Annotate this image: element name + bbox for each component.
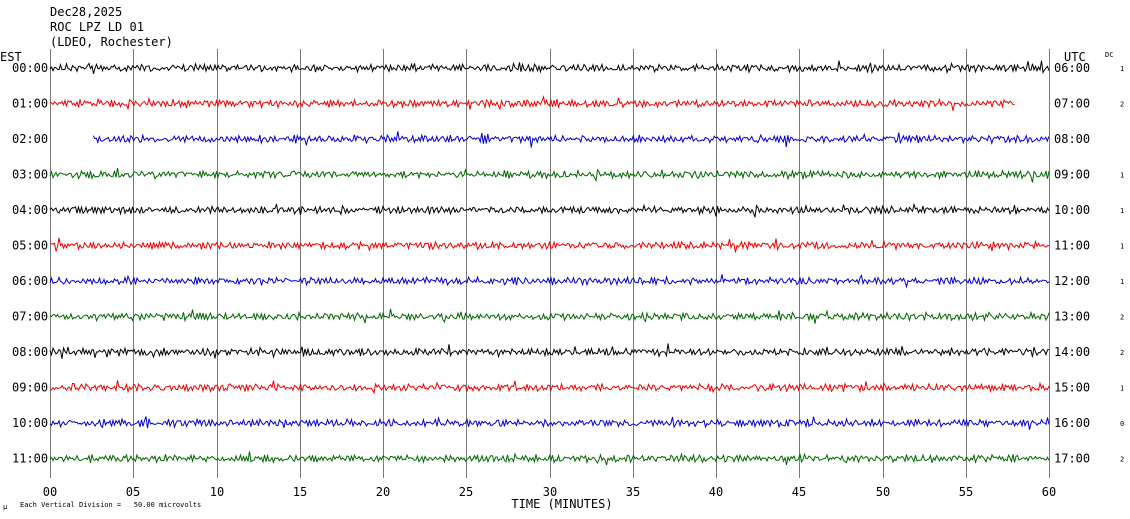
row-dc-value: 1	[1120, 207, 1124, 215]
row-dc-value: 1	[1120, 172, 1124, 180]
x-tick-label: 60	[1042, 485, 1056, 499]
row-label-local: 00:00	[12, 61, 48, 75]
row-label-utc: 09:00	[1054, 168, 1090, 182]
right-timezone-label: UTC	[1064, 50, 1086, 64]
row-label-local: 02:00	[12, 132, 48, 146]
x-tick-label: 20	[376, 485, 390, 499]
scale-note: Each Vertical Division = 50.00 microvolt…	[20, 501, 201, 509]
row-dc-value: 1	[1120, 278, 1124, 286]
trace-0800	[49, 343, 1050, 360]
row-label-local: 04:00	[12, 203, 48, 217]
row-label-local: 08:00	[12, 345, 48, 359]
row-label-utc: 14:00	[1054, 345, 1090, 359]
x-tick-label: 45	[792, 485, 806, 499]
x-tick-label: 00	[43, 485, 57, 499]
trace-layer	[49, 60, 1050, 466]
trace-1100	[49, 451, 1050, 466]
trace-0300	[49, 167, 1050, 183]
row-label-utc: 15:00	[1054, 381, 1090, 395]
row-label-local: 09:00	[12, 381, 48, 395]
x-tick-label: 10	[210, 485, 224, 499]
trace-0700	[49, 308, 1050, 324]
row-label-local: 07:00	[12, 310, 48, 324]
x-tick-label-layer: 00 05 10 15 20 25 30 35 40 45 50 55 60	[43, 485, 1056, 499]
x-tick-label: 50	[876, 485, 890, 499]
header-station: ROC LPZ LD 01	[50, 20, 144, 34]
header-date: Dec28,2025	[50, 5, 122, 19]
trace-0900	[50, 380, 1050, 395]
row-dc-value: 2	[1120, 314, 1124, 322]
row-dc-value: 2	[1120, 456, 1124, 464]
x-tick-label: 30	[543, 485, 557, 499]
row-label-utc: 11:00	[1054, 239, 1090, 253]
row-label-local: 03:00	[12, 168, 48, 182]
trace-0200	[92, 131, 1050, 148]
header-network: (LDEO, Rochester)	[50, 35, 173, 49]
x-tick-label: 55	[959, 485, 973, 499]
row-label-local: 05:00	[12, 239, 48, 253]
row-label-utc: 17:00	[1054, 452, 1090, 466]
row-label-utc: 13:00	[1054, 310, 1090, 324]
row-label-utc: 12:00	[1054, 274, 1090, 288]
row-dc-value: 2	[1120, 349, 1124, 357]
x-tick-label: 35	[626, 485, 640, 499]
x-tick-label: 25	[459, 485, 473, 499]
row-label-local: 06:00	[12, 274, 48, 288]
row-dc-value: 0	[1120, 420, 1124, 428]
row-label-utc: 10:00	[1054, 203, 1090, 217]
row-label-local: 01:00	[12, 97, 48, 111]
trace-0000	[49, 60, 1050, 75]
row-dc-value: 1	[1120, 243, 1124, 251]
dc-column-header: DC	[1105, 51, 1113, 59]
row-label-layer: 00:00 06:00 1 01:00 07:00 2 02:00 08:00 03:00 09:…	[12, 61, 1124, 466]
row-dc-value: 2	[1120, 101, 1124, 109]
row-label-utc: 16:00	[1054, 416, 1090, 430]
grid-layer	[50, 49, 1050, 478]
row-dc-value: 1	[1120, 385, 1124, 393]
x-tick-label: 15	[293, 485, 307, 499]
trace-1000	[49, 416, 1050, 430]
left-timezone-label: EST	[0, 50, 22, 64]
row-label-utc: 06:00	[1054, 61, 1090, 75]
row-label-utc: 08:00	[1054, 132, 1090, 146]
trace-0400	[49, 202, 1050, 218]
row-dc-value: 1	[1120, 65, 1124, 73]
x-axis-title: TIME (MINUTES)	[511, 497, 612, 511]
trace-0600	[49, 273, 1050, 289]
x-tick-label: 40	[709, 485, 723, 499]
x-tick-label: 05	[126, 485, 140, 499]
row-label-local: 10:00	[12, 416, 48, 430]
trace-0100	[49, 95, 1015, 111]
trace-0500	[49, 237, 1050, 253]
row-label-local: 11:00	[12, 452, 48, 466]
corner-mark: μ	[3, 503, 8, 511]
row-label-utc: 07:00	[1054, 97, 1090, 111]
